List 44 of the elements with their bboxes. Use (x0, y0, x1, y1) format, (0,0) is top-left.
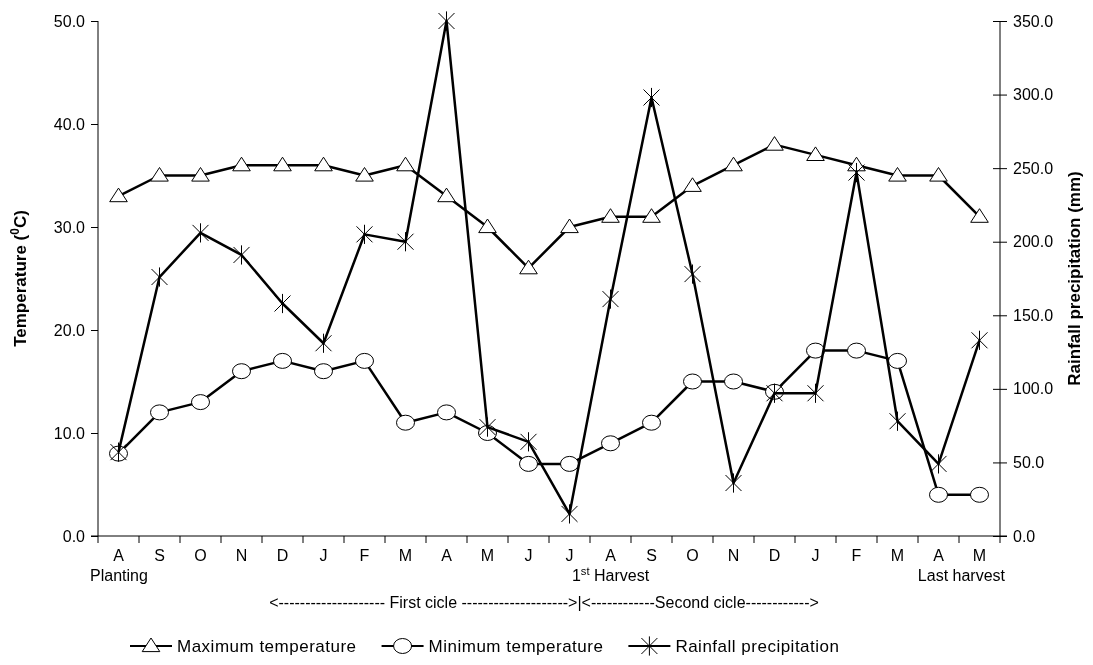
y2-tick-label: 250.0 (1013, 159, 1054, 177)
x-tick-label: J (319, 547, 328, 564)
y-tick-label: 30.0 (53, 218, 86, 236)
x-tick-label: J (811, 547, 820, 564)
x-tick-label: N (727, 547, 740, 564)
x-tick-label: O (194, 547, 207, 564)
y-tick-label: 50.0 (53, 12, 86, 30)
y2-tick-label: 300.0 (1013, 86, 1054, 104)
y2-tick-label: 200.0 (1013, 233, 1054, 251)
x-tick-label: J (565, 547, 574, 564)
x-tick-label: M (890, 547, 905, 564)
x-tick-label: A (933, 547, 945, 564)
x-tick-label: S (154, 547, 165, 564)
y-tick-label: 10.0 (53, 424, 86, 442)
legend-label: Maximum temperature (177, 637, 357, 656)
x-tick-label: N (235, 547, 248, 564)
x-tick-label: F (359, 547, 370, 564)
text: Planting (90, 567, 148, 584)
x-tick-label: O (686, 547, 699, 564)
x-tick-label: J (524, 547, 533, 564)
x-tick-label: S (646, 547, 657, 564)
y2-tick-label: 50.0 (1013, 454, 1045, 472)
legend-label: Rainfall precipitation (675, 637, 840, 656)
y-tick-label: 20.0 (53, 321, 86, 339)
legend-label: Minimum temperature (428, 637, 604, 656)
x-tick-label: M (480, 547, 495, 564)
text: <-------------------- First cicle -------------------->|<------------Second cicle------------> (269, 594, 819, 611)
y2-tick-label: 0.0 (1013, 527, 1036, 545)
x-tick-label: A (113, 547, 125, 564)
text: 1$^{st}$ Harvest (571, 565, 650, 584)
y2-tick-label: 100.0 (1013, 380, 1054, 398)
y-tick-label: 0.0 (62, 527, 86, 545)
text: Last harvest (917, 567, 1006, 584)
x-tick-label: D (768, 547, 781, 564)
x-tick-label: M (972, 547, 987, 564)
x-tick-label: A (441, 547, 453, 564)
y2-axis-title: Rainfall precipitation (mm) (1065, 171, 1084, 386)
x-tick-label: F (851, 547, 862, 564)
x-tick-label: M (398, 547, 413, 564)
x-tick-label: A (605, 547, 617, 564)
y2-tick-label: 150.0 (1013, 306, 1054, 324)
y-tick-label: 40.0 (53, 115, 86, 133)
x-tick-label: D (276, 547, 289, 564)
y2-tick-label: 350.0 (1013, 12, 1054, 30)
